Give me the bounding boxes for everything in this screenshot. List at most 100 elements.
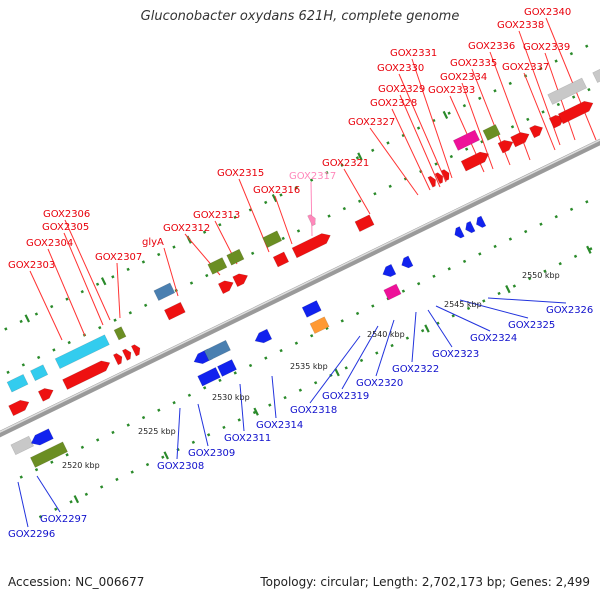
tick-dot-lower bbox=[497, 291, 501, 296]
tick-dot-upper bbox=[325, 171, 329, 175]
tick-dot-upper bbox=[279, 193, 283, 197]
tick-dot-lower-inner bbox=[524, 229, 528, 234]
gene-label-top: GOX2334 bbox=[440, 72, 487, 83]
leader-line bbox=[309, 335, 361, 404]
tick-dot-lower-inner bbox=[355, 311, 360, 316]
tick-dot-upper-inner bbox=[52, 348, 56, 352]
gene-label-top: GOX2305 bbox=[42, 222, 89, 233]
gene-feature-forward bbox=[217, 280, 234, 295]
tick-dot-upper bbox=[264, 200, 268, 205]
gene-feature-forward bbox=[30, 364, 49, 382]
tick-layer bbox=[4, 44, 593, 519]
tick-dot-lower-inner bbox=[585, 200, 589, 204]
tick-dot-upper bbox=[508, 81, 512, 86]
tick-dot-lower bbox=[313, 381, 318, 385]
tick-dot-upper bbox=[172, 245, 176, 249]
major-tick bbox=[357, 152, 363, 161]
gene-feature-reverse bbox=[383, 283, 402, 301]
leader-line bbox=[63, 232, 104, 326]
major-tick bbox=[253, 407, 259, 416]
tick-dot-upper-inner bbox=[143, 303, 148, 308]
gene-label-bottom: GOX2308 bbox=[157, 461, 204, 472]
tick-dot-lower bbox=[191, 440, 196, 444]
tick-dot-lower-inner bbox=[417, 282, 421, 286]
gene-feature-reverse bbox=[197, 367, 221, 387]
gene-label-bottom: GOX2325 bbox=[508, 320, 555, 331]
tick-dot-upper bbox=[569, 51, 574, 56]
gene-feature-forward bbox=[121, 348, 132, 361]
tick-dot-upper bbox=[141, 260, 146, 264]
tick-dot-upper bbox=[80, 290, 84, 294]
gene-label-bottom: GOX2323 bbox=[432, 349, 479, 360]
gene-feature-forward bbox=[153, 282, 176, 302]
tick-dot-lower bbox=[99, 485, 104, 489]
gene-label-top: GOX2339 bbox=[523, 42, 570, 53]
leader-line bbox=[343, 168, 371, 215]
gene-feature-forward bbox=[54, 334, 110, 370]
tick-dot-upper bbox=[65, 297, 69, 301]
tick-dot-upper bbox=[585, 44, 589, 48]
tick-dot-lower bbox=[145, 462, 150, 467]
tick-dot-lower-inner bbox=[19, 475, 23, 479]
gene-label-bottom: GOX2309 bbox=[188, 448, 235, 459]
gene-label-bottom: GOX2322 bbox=[392, 364, 439, 375]
gene-feature-forward bbox=[482, 124, 501, 141]
gene-label-bottom: GOX2319 bbox=[322, 391, 369, 402]
tick-dot-lower-inner bbox=[569, 207, 574, 211]
tick-dot-upper-inner bbox=[373, 192, 377, 196]
tick-dot-lower bbox=[206, 433, 211, 437]
gene-label-bottom: GOX2311 bbox=[224, 433, 271, 444]
leader-line bbox=[239, 383, 245, 432]
gene-feature-forward bbox=[112, 353, 123, 366]
tick-dot-upper bbox=[95, 282, 100, 286]
tick-dot-upper bbox=[157, 252, 161, 257]
gene-feature-forward bbox=[510, 132, 530, 148]
tick-dot-lower-inner bbox=[172, 401, 176, 405]
tick-dot-upper-inner bbox=[250, 251, 255, 255]
scale-label: 2540 kbp bbox=[367, 330, 405, 339]
tick-dot-lower bbox=[268, 403, 272, 407]
leader-line bbox=[375, 319, 395, 377]
tick-dot-upper bbox=[493, 89, 497, 93]
tick-dot-lower-inner bbox=[478, 252, 482, 256]
gene-feature-forward bbox=[113, 326, 127, 341]
gene-label-top: GOX2330 bbox=[377, 63, 424, 74]
tick-dot-lower-inner bbox=[264, 356, 268, 360]
tick-dot-upper-inner bbox=[357, 199, 362, 203]
tick-dot-lower bbox=[420, 329, 425, 333]
tick-dot-upper bbox=[111, 275, 115, 279]
label-layer: 2520 kbp 2525 kbp 2530 kbp 2535 kbp 2540 kbp… bbox=[8, 7, 593, 540]
tick-dot-lower-inner bbox=[126, 423, 130, 427]
tick-dot-upper bbox=[309, 178, 314, 182]
tick-dot-lower bbox=[558, 262, 562, 266]
leader-line bbox=[427, 309, 453, 348]
leader-line bbox=[197, 403, 209, 447]
leader-line bbox=[411, 311, 417, 363]
major-tick bbox=[24, 314, 31, 323]
tick-dot-lower bbox=[283, 395, 287, 400]
major-tick bbox=[505, 285, 511, 294]
gene-label-top: GOX2316 bbox=[253, 185, 300, 196]
gene-label-top: GOX2340 bbox=[524, 7, 571, 18]
leader-line bbox=[545, 17, 597, 141]
tick-dot-upper bbox=[233, 215, 237, 219]
tick-dot-upper-inner bbox=[296, 229, 301, 233]
tick-dot-upper-inner bbox=[434, 162, 438, 166]
leader-line bbox=[391, 108, 431, 191]
tick-dot-upper bbox=[416, 126, 421, 130]
tick-dot-lower-inner bbox=[80, 445, 85, 450]
scale-label: 2545 kbp bbox=[444, 300, 482, 309]
gene-feature-forward bbox=[427, 175, 436, 188]
tick-dot-lower-inner bbox=[401, 289, 406, 293]
gene-feature-forward bbox=[232, 273, 249, 288]
gene-label-bottom: GOX2296 bbox=[8, 529, 55, 540]
gene-label-top: GOX2327 bbox=[348, 117, 395, 128]
leader-line bbox=[64, 219, 111, 321]
tick-dot-lower bbox=[512, 284, 517, 288]
gene-feature-forward bbox=[307, 214, 316, 227]
tick-dot-upper bbox=[462, 104, 467, 108]
gene-label-top: GOX2312 bbox=[163, 223, 210, 234]
tick-dot-lower-inner bbox=[248, 363, 253, 368]
scale-label: 2530 kbp bbox=[212, 393, 250, 402]
tick-dot-upper-inner bbox=[128, 311, 133, 315]
